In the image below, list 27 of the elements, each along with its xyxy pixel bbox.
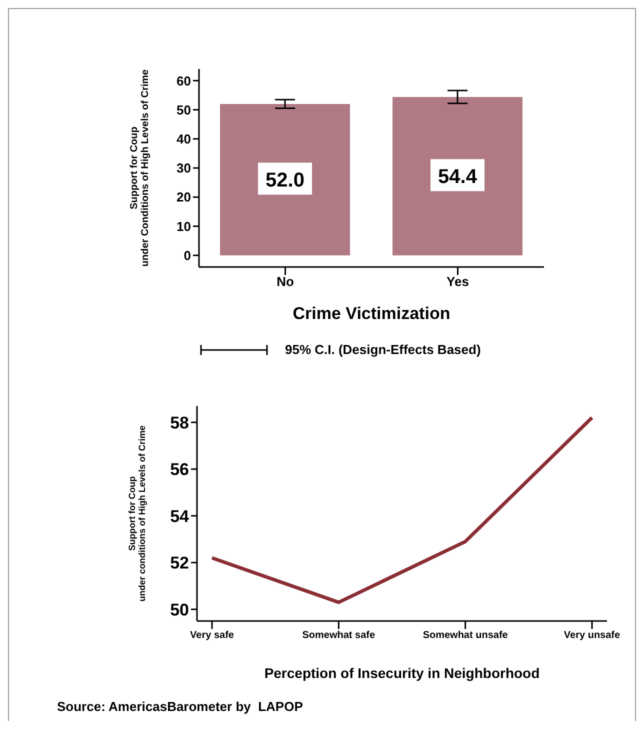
line-series — [210, 416, 594, 604]
y-tick-label: 52 — [170, 554, 189, 573]
x-tick-label: Very safe — [190, 630, 234, 642]
text: 95% C.I. (Design-Effects Based) — [285, 342, 481, 357]
y-tick-label: 50 — [176, 102, 191, 118]
y-tick-label: 20 — [176, 190, 191, 205]
y-tick-label: 40 — [176, 131, 191, 146]
x-tick-label: No — [276, 274, 294, 290]
data-label: 52.0 — [266, 170, 304, 192]
y-axis-title: Support for Coup under conditions of High Levels of Crime — [127, 425, 147, 602]
y-tick-label: 58 — [170, 413, 189, 432]
y-tick-label: 50 — [170, 600, 189, 620]
x-tick-label: Somewhat safe — [302, 630, 376, 642]
y-tick-label: 0 — [184, 248, 191, 263]
data-label: 54.4 — [438, 166, 478, 188]
x-axis-title: Crime Victimization — [292, 304, 450, 323]
x-tick-label: Somewhat unsafe — [422, 630, 508, 642]
y-tick-label: 54 — [170, 506, 190, 526]
x-tick-label: Yes — [446, 274, 469, 290]
x-tick-label: Very unsafe — [564, 630, 621, 642]
y-tick-label: 56 — [170, 460, 189, 480]
y-tick-label: 30 — [176, 160, 191, 176]
y-axis-title: Support for Coup under Conditions of High Levels of Crime — [129, 68, 151, 267]
y-tick-label: 10 — [176, 218, 191, 234]
source-note: Source: AmericasBarometer by LAPOP — [57, 699, 303, 714]
y-tick-label: 60 — [176, 73, 191, 88]
x-axis-title: Perception of Insecurity in Neighborhood — [264, 665, 540, 681]
